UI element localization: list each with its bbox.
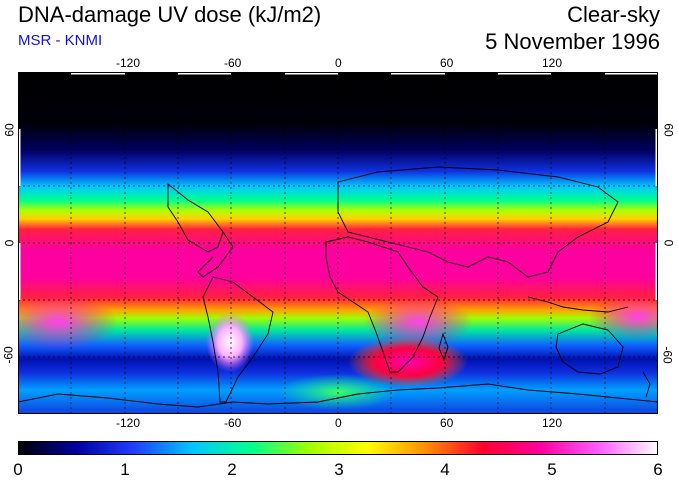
colorbar-label-4: 4 <box>440 460 450 479</box>
madagascar-coast <box>438 332 449 362</box>
date-label: 5 November 1996 <box>485 29 660 54</box>
eurasia-coast <box>337 166 619 278</box>
colorbar-label-3: 3 <box>334 460 344 479</box>
australia-coast <box>555 323 624 375</box>
colorbar-label-5: 5 <box>547 460 557 479</box>
lon-tick-bottom-2: 0 <box>335 416 342 430</box>
lat-tick-left-2: -60 <box>1 346 16 364</box>
pink-region-africa <box>363 297 473 347</box>
lon-tick-top-0: -120 <box>116 56 141 70</box>
map-frame <box>18 72 658 414</box>
lon-tick-bottom-0: -120 <box>116 416 141 430</box>
lon-tick-top-3: 60 <box>440 56 454 70</box>
source-label: MSR - KNMI <box>18 32 103 49</box>
new-zealand-coast <box>642 371 651 398</box>
colorbar-label-0: 0 <box>13 460 23 479</box>
colorbar-frame <box>18 441 658 455</box>
lat-tick-right-1: 0 <box>661 239 676 247</box>
lon-tick-top-2: 0 <box>335 56 342 70</box>
colorbar-label-6: 6 <box>653 460 663 479</box>
colorbar-fill <box>18 441 658 455</box>
lon-tick-top-4: 120 <box>542 56 563 70</box>
colorbar-label-2: 2 <box>227 460 237 479</box>
pink-region-west <box>18 294 118 350</box>
lat-tick-right-2: -60 <box>660 346 675 364</box>
uv-dose-map <box>18 72 658 414</box>
lat-tick-left-1: 0 <box>2 239 17 247</box>
colorbar-label-1: 1 <box>120 460 130 479</box>
lon-tick-top-1: -60 <box>224 56 242 70</box>
north-america-coast <box>167 183 234 278</box>
lon-tick-bottom-1: -60 <box>224 416 242 430</box>
lat-tick-right-0: 60 <box>661 123 676 137</box>
condition-label: Clear-sky <box>567 2 660 27</box>
indonesia-coast <box>527 296 629 313</box>
graticule <box>18 72 658 414</box>
south-america-coast <box>202 276 274 403</box>
lon-tick-bottom-3: 60 <box>440 416 454 430</box>
lon-tick-bottom-4: 120 <box>542 416 563 430</box>
africa-coast <box>325 236 439 373</box>
coastlines <box>18 166 658 408</box>
chart-title: DNA-damage UV dose (kJ/m2) <box>18 2 322 27</box>
colorbar <box>18 441 658 455</box>
pink-region-east <box>588 295 658 339</box>
lat-tick-left-0: 60 <box>2 123 17 137</box>
